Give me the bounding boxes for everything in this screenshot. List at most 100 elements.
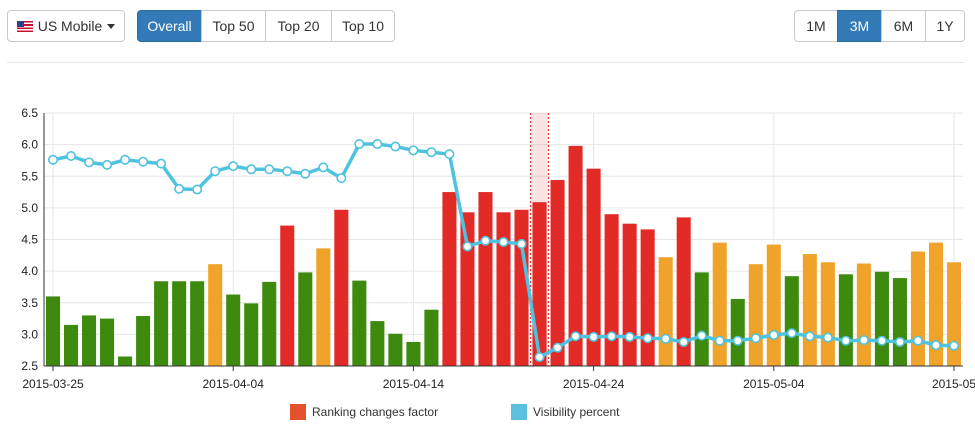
period-3m[interactable]: 3M: [837, 10, 882, 42]
y-tick-label: 3.5: [21, 296, 38, 310]
bar: [478, 192, 493, 366]
visibility-point: [66, 151, 77, 162]
period-1y[interactable]: 1Y: [925, 10, 965, 42]
bar: [622, 223, 637, 366]
visibility-point: [948, 340, 959, 351]
visibility-point: [804, 331, 815, 342]
bar: [766, 244, 781, 366]
period-1m[interactable]: 1M: [794, 10, 838, 42]
x-tick-label: 2015-04-14: [383, 377, 445, 391]
bar: [334, 209, 349, 366]
toolbar-divider: [7, 62, 965, 63]
visibility-point: [318, 162, 329, 173]
bar: [748, 264, 763, 366]
bar: [820, 262, 835, 366]
bar: [946, 262, 962, 366]
bar: [676, 217, 691, 366]
y-tick-label: 3.0: [21, 327, 38, 341]
visibility-point: [552, 342, 563, 353]
bar: [460, 212, 475, 366]
bar: [532, 202, 547, 366]
visibility-point: [660, 333, 671, 344]
bar: [424, 309, 439, 366]
visibility-point: [498, 237, 509, 248]
bar: [586, 168, 601, 366]
bar: [658, 257, 673, 366]
bar: [64, 324, 79, 366]
tab-top-10[interactable]: Top 10: [331, 10, 395, 42]
x-tick-label: 2015-05: [932, 377, 975, 391]
x-tick-labels: 2015-03-25 2015-04-04 2015-04-14 2015-04-24…: [22, 377, 975, 391]
visibility-point: [606, 331, 617, 342]
visibility-point: [264, 164, 275, 175]
bar: [928, 242, 943, 366]
visibility-point: [462, 241, 473, 252]
y-tick-label: 6.0: [21, 138, 38, 152]
bar: [892, 278, 907, 366]
bar: [190, 281, 205, 366]
bar: [550, 180, 565, 366]
legend-swatch-ranking: [290, 404, 306, 420]
bar: [370, 321, 385, 366]
bar: [406, 341, 421, 366]
x-tick-label: 2015-04-24: [563, 377, 625, 391]
visibility-point: [570, 331, 581, 342]
legend-item-ranking[interactable]: Ranking changes factor: [290, 404, 438, 420]
bar: [280, 225, 295, 366]
y-tick-label: 5.5: [21, 169, 38, 183]
visibility-point: [696, 330, 707, 341]
visibility-point: [426, 147, 437, 158]
bar: [244, 303, 259, 366]
bar: [352, 280, 367, 366]
us-flag-icon: [16, 20, 33, 32]
legend-item-visibility[interactable]: Visibility percent: [511, 404, 619, 420]
visibility-point: [408, 145, 419, 156]
bar: [388, 333, 403, 366]
bar: [226, 294, 241, 366]
visibility-point: [516, 238, 527, 249]
visibility-point: [282, 166, 293, 177]
bar: [154, 281, 169, 366]
bar: [838, 274, 853, 366]
y-tick-label: 4.0: [21, 264, 38, 278]
visibility-point: [300, 168, 311, 179]
visibility-point: [84, 157, 95, 168]
legend-label-visibility: Visibility percent: [533, 405, 620, 419]
visibility-point: [480, 235, 491, 246]
bar: [442, 192, 457, 366]
bar: [874, 271, 889, 366]
visibility-point: [210, 166, 221, 177]
visibility-point: [246, 164, 257, 175]
bar: [730, 298, 745, 366]
visibility-point: [750, 333, 761, 344]
bar: [640, 229, 655, 366]
bar: [694, 272, 709, 366]
y-tick-labels: 2.5 3.0 3.5 4.0 4.5 5.0 5.5 6.0 6.5: [21, 106, 38, 373]
visibility-point: [174, 183, 185, 194]
bar: [118, 356, 133, 366]
visibility-point: [102, 159, 113, 170]
x-tick-label: 2015-05-04: [743, 377, 805, 391]
bar: [568, 145, 583, 366]
visibility-point: [156, 158, 167, 169]
chevron-down-icon: [107, 23, 116, 29]
bar: [784, 276, 799, 366]
tab-overall[interactable]: Overall: [137, 10, 202, 42]
country-label: US Mobile: [37, 18, 103, 34]
y-tick-label: 5.0: [21, 201, 38, 215]
country-dropdown[interactable]: US Mobile: [7, 10, 125, 42]
tab-top-20[interactable]: Top 20: [265, 10, 332, 42]
bar: [136, 316, 151, 366]
bar: [298, 272, 313, 366]
bar: [316, 248, 331, 366]
visibility-point: [786, 328, 797, 339]
bar: [910, 251, 925, 366]
bar: [262, 281, 277, 366]
visibility-point: [876, 335, 887, 346]
period-6m[interactable]: 6M: [881, 10, 926, 42]
legend-label-ranking: Ranking changes factor: [312, 405, 439, 419]
visibility-point: [390, 141, 401, 152]
visibility-point: [354, 138, 365, 149]
visibility-point: [678, 336, 689, 347]
visibility-point: [336, 173, 347, 184]
